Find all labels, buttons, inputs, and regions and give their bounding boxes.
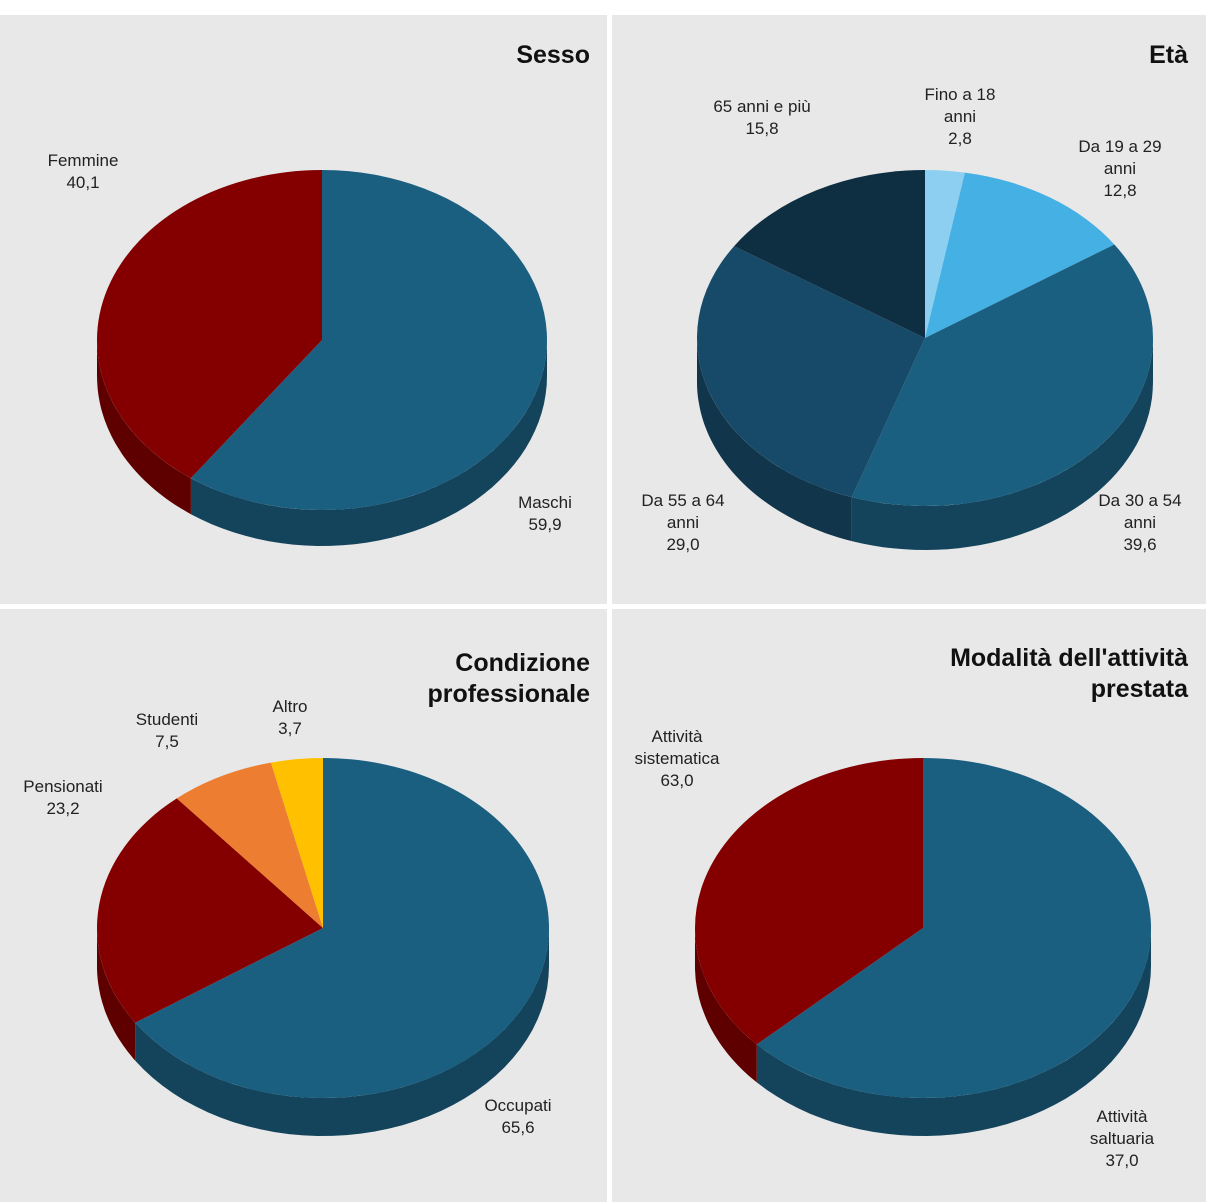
label-value: 39,6 (1123, 535, 1157, 554)
label-value: 29,0 (666, 535, 700, 554)
label-category: Fino a 18 anni (924, 85, 996, 126)
slice (694, 758, 923, 1045)
label-category: Da 30 a 54 anni (1098, 491, 1182, 532)
slice-side (190, 340, 547, 546)
chart-title: Sesso (516, 41, 590, 69)
data-label: Femmine 40,1 (33, 150, 133, 194)
slice-side (97, 340, 191, 515)
slice-side (756, 928, 1151, 1136)
label-value: 37,0 (1105, 1151, 1139, 1170)
slice-side (135, 928, 550, 1136)
slice (96, 170, 323, 479)
label-category: Da 19 a 29 anni (1078, 137, 1162, 178)
slice-side (697, 338, 852, 542)
label-value: 2,8 (948, 129, 972, 148)
label-category: Attività sistematica (634, 727, 720, 768)
label-category: Occupati (484, 1096, 552, 1115)
data-label: Da 55 a 64 anni 29,0 (628, 490, 738, 556)
data-label: Attività saltuaria 37,0 (1067, 1106, 1177, 1172)
label-value: 3,7 (278, 719, 302, 738)
label-category: Studenti (135, 710, 199, 729)
slice (190, 170, 547, 510)
data-label: Studenti 7,5 (117, 709, 217, 753)
chart-title: Condizione professionale (427, 649, 590, 708)
slice (135, 758, 549, 1099)
chart-title: Età (1149, 41, 1188, 69)
label-value: 7,5 (155, 732, 179, 751)
chart-title: Modalità dell'attività prestata (950, 644, 1188, 703)
data-label: Pensionati 23,2 (13, 776, 113, 820)
label-category: 65 anni e più (713, 97, 811, 116)
slice-side (97, 928, 136, 1061)
data-label: Da 19 a 29 anni 12,8 (1065, 136, 1175, 202)
data-label: Attività sistematica 63,0 (627, 726, 727, 792)
label-value: 40,1 (66, 173, 100, 192)
label-category: Maschi (518, 493, 572, 512)
label-category: Attività saltuaria (1089, 1107, 1155, 1148)
label-category: Da 55 a 64 anni (641, 491, 725, 532)
slice-side (695, 928, 757, 1083)
label-category: Pensionati (23, 777, 103, 796)
label-category: Femmine (47, 151, 119, 170)
data-label: Altro 3,7 (250, 696, 330, 740)
label-value: 59,9 (528, 515, 562, 534)
slice (96, 798, 323, 1023)
label-value: 23,2 (46, 799, 80, 818)
slice (176, 762, 323, 928)
data-label: Occupati 65,6 (468, 1095, 568, 1139)
slice (756, 758, 1151, 1098)
slice-side (851, 338, 1153, 550)
slice (925, 172, 1115, 338)
label-value: 15,8 (745, 119, 779, 138)
data-label: Fino a 18 anni 2,8 (910, 84, 1010, 150)
label-category: Altro (272, 697, 308, 716)
slice (925, 170, 965, 338)
slice (851, 244, 1153, 507)
slice (734, 170, 925, 338)
slice (697, 246, 925, 498)
label-value: 65,6 (501, 1118, 535, 1137)
label-value: 12,8 (1103, 181, 1137, 200)
data-label: 65 anni e più 15,8 (712, 96, 812, 140)
data-label: Da 30 a 54 anni 39,6 (1085, 490, 1195, 556)
label-value: 63,0 (660, 771, 694, 790)
data-label: Maschi 59,9 (500, 492, 590, 536)
slice (270, 758, 323, 928)
